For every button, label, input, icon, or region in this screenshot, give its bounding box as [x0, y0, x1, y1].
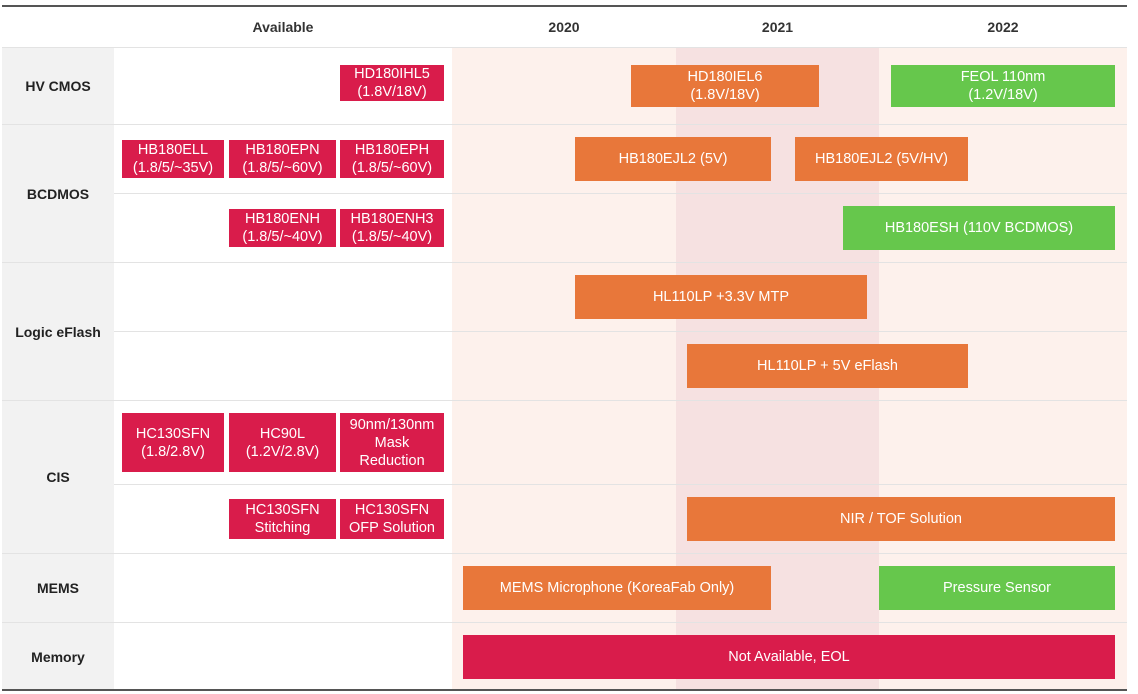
- row-divider: [2, 124, 1127, 125]
- bar-hc130sfn-stitching[interactable]: HC130SFN Stitching: [229, 499, 336, 539]
- row-label-memory: Memory: [2, 623, 114, 690]
- row-divider: [2, 400, 1127, 401]
- header-available: Available: [252, 19, 314, 35]
- row-label-mems: MEMS: [2, 554, 114, 622]
- bar-hb180ejl2-5v-hv[interactable]: HB180EJL2 (5V/HV): [795, 137, 968, 181]
- header-year-2021: 2021: [761, 19, 794, 35]
- row-divider: [2, 262, 1127, 263]
- bottom-border: [2, 689, 1127, 691]
- bar-not-available-eol[interactable]: Not Available, EOL: [463, 635, 1115, 679]
- bar-hb180enh3[interactable]: HB180ENH3 (1.8/5/~40V): [340, 209, 444, 247]
- bar-hd180ihl5[interactable]: HD180IHL5 (1.8V/18V): [340, 65, 444, 101]
- row-label-logic-eflash: Logic eFlash: [2, 263, 114, 400]
- bar-hc130sfn[interactable]: HC130SFN (1.8/2.8V): [122, 413, 224, 472]
- bar-hl110lp-eflash[interactable]: HL110LP + 5V eFlash: [687, 344, 968, 388]
- top-border: [2, 5, 1127, 7]
- bar-hb180epn[interactable]: HB180EPN (1.8/5/~60V): [229, 140, 336, 178]
- header-year-2020: 2020: [548, 19, 580, 35]
- header-year-2022: 2022: [987, 19, 1019, 35]
- subrow-divider: [114, 331, 1127, 332]
- subrow-divider: [114, 193, 1127, 194]
- row-divider: [2, 622, 1127, 623]
- bar-hb180enh[interactable]: HB180ENH (1.8/5/~40V): [229, 209, 336, 247]
- bar-nir-tof[interactable]: NIR / TOF Solution: [687, 497, 1115, 541]
- row-divider: [2, 553, 1127, 554]
- bar-hb180ell[interactable]: HB180ELL (1.8/5/~35V): [122, 140, 224, 178]
- bar-hc130sfn-ofp[interactable]: HC130SFN OFP Solution: [340, 499, 444, 539]
- bar-mask-reduction[interactable]: 90nm/130nm Mask Reduction: [340, 413, 444, 472]
- row-label-cis: CIS: [2, 401, 114, 553]
- row-label-hv-cmos: HV CMOS: [2, 48, 114, 124]
- row-label-bcdmos: BCDMOS: [2, 125, 114, 262]
- bar-hb180esh[interactable]: HB180ESH (110V BCDMOS): [843, 206, 1115, 250]
- bar-hc90l[interactable]: HC90L (1.2V/2.8V): [229, 413, 336, 472]
- bar-hl110lp-mtp[interactable]: HL110LP +3.3V MTP: [575, 275, 867, 319]
- header-divider: [2, 47, 1127, 48]
- bar-mems-microphone[interactable]: MEMS Microphone (KoreaFab Only): [463, 566, 771, 610]
- bar-pressure-sensor[interactable]: Pressure Sensor: [879, 566, 1115, 610]
- bar-hb180eph[interactable]: HB180EPH (1.8/5/~60V): [340, 140, 444, 178]
- subrow-divider: [114, 484, 1127, 485]
- bar-feol-110nm[interactable]: FEOL 110nm (1.2V/18V): [891, 65, 1115, 107]
- bar-hb180ejl2-5v[interactable]: HB180EJL2 (5V): [575, 137, 771, 181]
- bar-hd180iel6[interactable]: HD180IEL6 (1.8V/18V): [631, 65, 819, 107]
